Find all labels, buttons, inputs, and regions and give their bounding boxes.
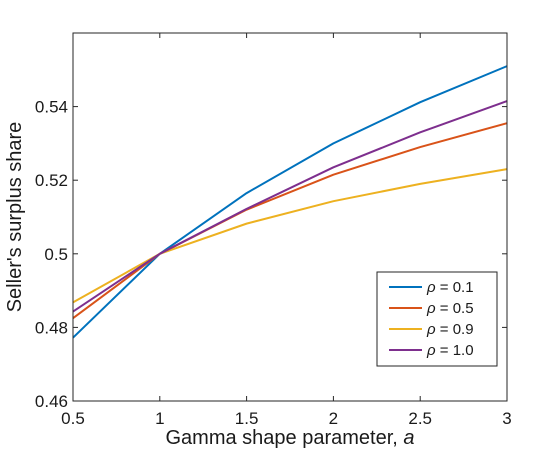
x-tick-label: 3 — [502, 409, 511, 428]
y-tick-label: 0.52 — [35, 171, 68, 190]
x-tick-label: 1 — [155, 409, 164, 428]
x-tick-label: 1.5 — [235, 409, 259, 428]
x-tick-label: 0.5 — [61, 409, 85, 428]
legend-symbol: ρ — [426, 342, 436, 359]
y-tick-label: 0.48 — [35, 318, 68, 337]
x-tick-label: 2.5 — [408, 409, 432, 428]
y-tick-label: 0.54 — [35, 98, 68, 117]
legend-symbol: ρ — [426, 321, 436, 338]
axes-box — [72, 32, 508, 402]
legend-label-0: ρ = 0.1 — [426, 279, 474, 296]
axes — [72, 32, 508, 402]
y-axis-label: Seller's surplus share — [4, 122, 26, 313]
legend-value: = 1.0 — [436, 342, 474, 359]
y-tick-label: 0.5 — [44, 245, 68, 264]
series-line-3 — [72, 100, 508, 313]
legend-label-3: ρ = 1.0 — [426, 342, 474, 359]
y-tick-label: 0.46 — [35, 392, 68, 411]
legend-value: = 0.1 — [436, 279, 474, 296]
series-line-0 — [72, 65, 508, 339]
legend-value: = 0.5 — [436, 300, 474, 317]
series-line-2 — [72, 168, 508, 304]
legend-value: = 0.9 — [436, 321, 474, 338]
legend: ρ = 0.1ρ = 0.5ρ = 0.9ρ = 1.0 — [376, 271, 498, 367]
x-axis-label: Gamma shape parameter, a — [165, 427, 414, 449]
x-tick-label: 2 — [329, 409, 338, 428]
legend-symbol: ρ — [426, 300, 436, 317]
legend-symbol: ρ — [426, 279, 436, 296]
series-lines — [72, 65, 508, 339]
legend-label-1: ρ = 0.5 — [426, 300, 474, 317]
legend-label-2: ρ = 0.9 — [426, 321, 474, 338]
ticks: 0.5 1 1.5 2 2.5 3 0.46 0.48 0.5 0.52 0.54 — [35, 33, 512, 428]
